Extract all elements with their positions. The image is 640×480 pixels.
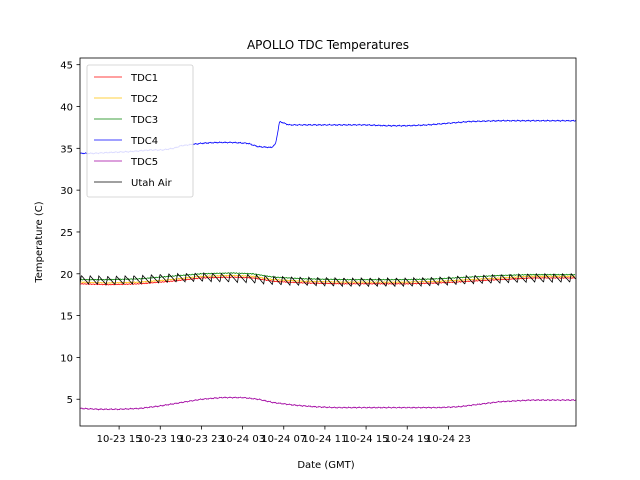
plot-frame — [79, 57, 577, 427]
y-tick-label: 30 — [60, 186, 73, 197]
legend-label: Utah Air — [131, 178, 173, 189]
x-tick-label: 10-24 07 — [261, 434, 306, 445]
x-axis-label: Date (GMT) — [297, 460, 354, 471]
legend-label: TDC4 — [130, 136, 158, 147]
legend-label: TDC1 — [130, 73, 158, 84]
y-tick-label: 45 — [60, 61, 73, 72]
legend-label: TDC2 — [130, 94, 158, 105]
x-tick-label: 10-24 15 — [344, 434, 389, 445]
x-tick-label: 10-23 15 — [97, 434, 142, 445]
legend-label: TDC5 — [130, 157, 158, 168]
x-tick-label: 10-24 19 — [385, 434, 430, 445]
series-line-tdc1 — [80, 276, 576, 286]
y-tick-label: 5 — [67, 395, 73, 406]
y-tick-label: 25 — [60, 228, 73, 239]
y-tick-label: 10 — [60, 353, 73, 364]
chart-title: APOLLO TDC Temperatures — [247, 38, 409, 52]
x-tick-label: 10-24 03 — [220, 434, 265, 445]
x-tick-label: 10-24 23 — [426, 434, 471, 445]
y-tick-label: 35 — [60, 144, 73, 155]
series-line-tdc5 — [80, 396, 576, 411]
x-tick-label: 10-23 19 — [138, 434, 183, 445]
y-tick-label: 15 — [60, 312, 73, 323]
legend-label: TDC3 — [130, 115, 158, 126]
series-line-tdc2 — [80, 274, 576, 284]
y-tick-label: 20 — [60, 270, 73, 281]
x-tick-label: 10-24 11 — [302, 434, 347, 445]
legend: TDC1 TDC2 TDC3 TDC4 TDC5 Utah Air — [86, 64, 194, 198]
x-tick-label: 10-23 23 — [179, 434, 224, 445]
y-tick-label: 40 — [60, 103, 73, 114]
y-axis-label: Temperature (C) — [34, 201, 45, 283]
y-axis-ticks: 5 10 15 20 25 30 35 40 45 — [60, 61, 80, 406]
series-line-utah-air — [80, 272, 576, 288]
